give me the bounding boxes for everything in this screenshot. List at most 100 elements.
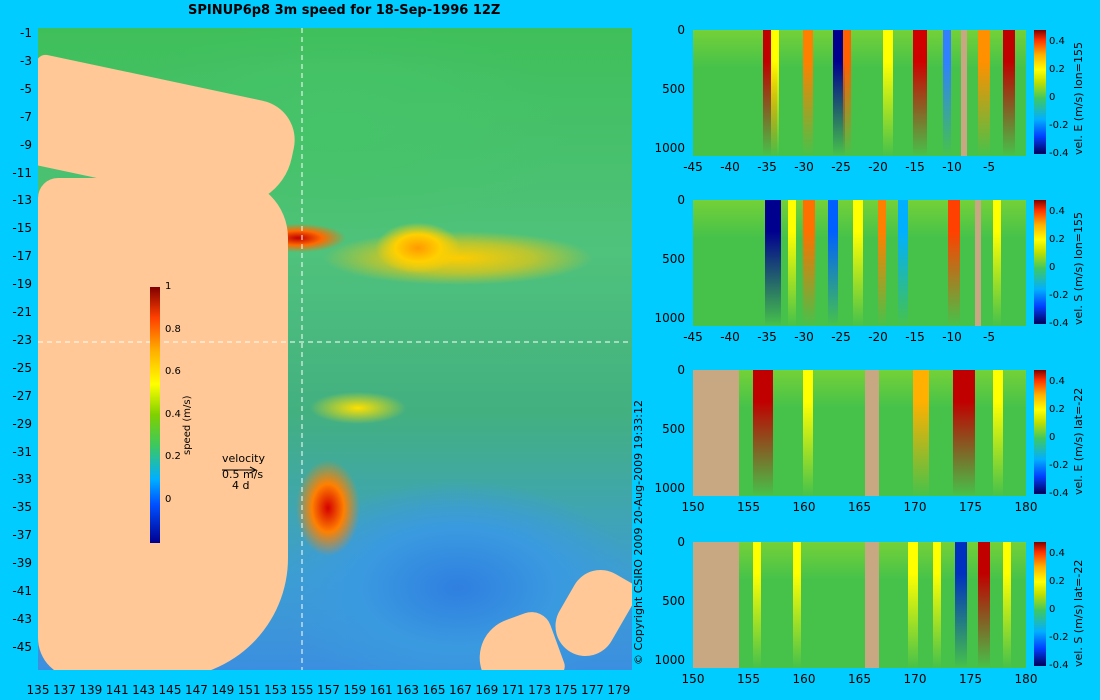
- panel-y-tick: 0: [677, 23, 685, 37]
- velocity-band: [978, 30, 990, 156]
- panel-colorbar: [1034, 370, 1046, 494]
- map-y-tick: -23: [12, 332, 32, 347]
- panel-background: [693, 370, 1026, 496]
- panel-y-tick: 500: [662, 252, 685, 266]
- map-y-tick: -29: [12, 416, 32, 431]
- panel-colorbar-tick: 0.2: [1049, 64, 1065, 75]
- panel-colorbar-tick: -0.2: [1049, 120, 1069, 131]
- velocity-key-title: velocity: [222, 452, 265, 465]
- panel-x-tick: -15: [905, 160, 925, 174]
- map-x-tick: 135: [26, 683, 50, 697]
- panel-colorbar-tick: 0: [1049, 432, 1056, 443]
- panel-x-tick: -10: [942, 160, 962, 174]
- map-x-tick: 151: [237, 683, 261, 697]
- colorbar-tick: 0.8: [165, 323, 181, 335]
- panel-side-label: vel. E (m/s) lon=155: [1072, 42, 1085, 155]
- panel-y-tick: 500: [662, 422, 685, 436]
- panel-colorbar: [1034, 200, 1046, 324]
- colorbar-tick: 0: [165, 494, 172, 505]
- map-x-tick: 159: [343, 683, 367, 697]
- velocity-band: [1003, 542, 1011, 668]
- velocity-band: [765, 200, 781, 326]
- map-y-tick: -37: [12, 528, 32, 543]
- copyright-text: © Copyright CSIRO 2009 20-Aug-2009 19:33…: [632, 399, 645, 665]
- velocity-key-duration: 4 d: [232, 479, 250, 492]
- velocity-band: [803, 30, 813, 156]
- panel-colorbar-tick: 0.2: [1049, 234, 1065, 245]
- velocity-band: [908, 542, 918, 668]
- map-y-tick: -3: [20, 53, 32, 68]
- velocity-band: [898, 200, 908, 326]
- panel-colorbar-tick: 0.2: [1049, 576, 1065, 587]
- panel-x-tick: -40: [720, 330, 740, 344]
- panel-colorbar: [1034, 542, 1046, 666]
- velocity-band: [961, 30, 967, 156]
- map-x-tick: 173: [528, 683, 552, 697]
- panel-x-tick: -25: [831, 160, 851, 174]
- panel-colorbar-tick: 0.4: [1049, 206, 1065, 217]
- map-x-tick: 171: [501, 683, 525, 697]
- panel-x-tick: -35: [757, 160, 777, 174]
- panel-colorbar-tick: -0.4: [1049, 660, 1069, 671]
- velocity-band: [803, 370, 813, 496]
- panel-x-tick: -20: [868, 330, 888, 344]
- colorbar-tick: 1: [165, 281, 172, 292]
- panel-x-tick: 175: [959, 500, 982, 514]
- panel-y-tick: 1000: [654, 141, 685, 155]
- tasmania-landmass: [168, 618, 218, 668]
- map-y-tick: -27: [12, 388, 32, 403]
- map-y-tick: -43: [12, 611, 32, 626]
- panel-y-tick: 0: [677, 363, 685, 377]
- map-x-tick: 137: [52, 683, 76, 697]
- panel-x-tick: -35: [757, 330, 777, 344]
- map-y-tick: -1: [20, 26, 32, 40]
- panel-side-label: vel. E (m/s) lat=-22: [1072, 387, 1085, 495]
- map-y-tick: -33: [12, 472, 32, 487]
- map-y-tick: -5: [20, 81, 32, 96]
- velocity-band: [771, 30, 779, 156]
- velocity-band: [955, 542, 967, 668]
- velocity-band: [878, 200, 886, 326]
- chart-title: SPINUP6p8 3m speed for 18-Sep-1996 12Z: [188, 3, 501, 18]
- velocity-band: [865, 542, 879, 668]
- panel-colorbar-tick: 0.4: [1049, 376, 1065, 387]
- map-y-tick: -21: [12, 305, 32, 319]
- panel-x-tick: -25: [831, 330, 851, 344]
- map-x-tick: 169: [475, 683, 499, 697]
- colorbar-tick: 0.4: [165, 408, 181, 420]
- map-x-tick: 149: [211, 683, 235, 697]
- panel-colorbar-tick: 0: [1049, 92, 1056, 103]
- panel-colorbar-tick: 0.4: [1049, 548, 1065, 559]
- panel-x-tick: -30: [794, 160, 814, 174]
- map-x-tick: 155: [290, 683, 314, 697]
- map-x-tick: 147: [184, 683, 208, 697]
- map-y-tick: -25: [12, 360, 32, 375]
- panel-background: [693, 30, 1026, 156]
- map-y-tick: -13: [12, 193, 32, 208]
- velocity-band: [833, 30, 845, 156]
- velocity-band: [953, 370, 975, 496]
- velocity-band: [693, 542, 739, 668]
- map-y-tick: -31: [12, 444, 32, 459]
- velocity-band: [943, 30, 951, 156]
- panel-x-tick: 165: [848, 672, 871, 686]
- velocity-band: [913, 30, 927, 156]
- map-x-tick: 145: [158, 683, 182, 697]
- panel-x-tick: 155: [737, 672, 760, 686]
- velocity-band: [828, 200, 838, 326]
- velocity-band: [753, 542, 761, 668]
- panel-x-tick: 175: [959, 672, 982, 686]
- section-panel-2: [693, 200, 1026, 326]
- panel-x-tick: 170: [903, 672, 927, 686]
- velocity-band: [978, 542, 990, 668]
- map-y-tick: -35: [12, 500, 32, 515]
- panel-colorbar-tick: -0.4: [1049, 488, 1069, 499]
- map-y-tick: -45: [12, 639, 32, 654]
- panel-x-tick: 180: [1014, 500, 1038, 514]
- map-x-tick: 153: [264, 683, 288, 697]
- panel-x-tick: -45: [683, 160, 703, 174]
- speed-map: [38, 28, 632, 670]
- velocity-key-speed: 0.5 m/s: [222, 468, 264, 481]
- velocity-band: [993, 370, 1003, 496]
- panel-y-tick: 500: [662, 82, 685, 96]
